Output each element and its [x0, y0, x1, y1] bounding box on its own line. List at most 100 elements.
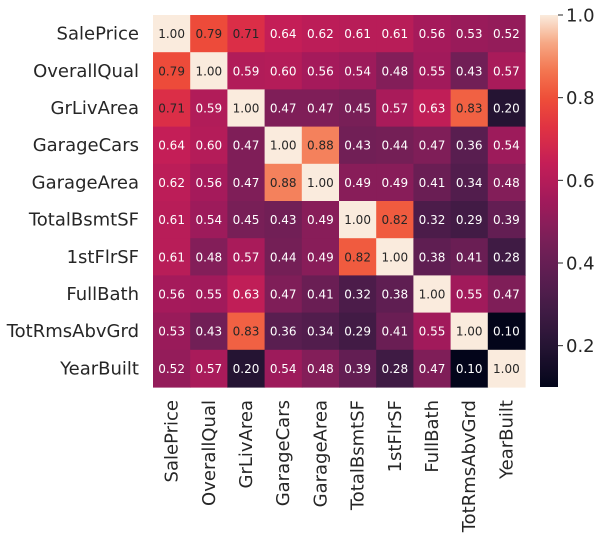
heatmap-cell — [413, 349, 452, 388]
x-tick-label: GarageCars — [273, 400, 294, 506]
heatmap-cell — [487, 52, 526, 90]
cell-value-label: 0.83 — [456, 102, 483, 116]
x-tick-label: TotalBsmtSF — [348, 400, 369, 511]
colorbar: 0.2 0.4 0.6 0.8 1.0 — [540, 6, 595, 387]
cell-value-label: 0.28 — [493, 250, 520, 264]
heatmap-cell — [413, 89, 452, 128]
cell-value-label: 0.56 — [307, 64, 334, 78]
cell-value-label: 1.00 — [419, 288, 446, 302]
cell-value-label: 0.52 — [493, 27, 520, 41]
colorbar-tick-label: 0.2 — [566, 336, 595, 357]
cell-value-label: 0.36 — [456, 139, 483, 153]
heatmap-cell — [153, 238, 191, 276]
heatmap-cell — [301, 238, 340, 276]
cell-value-label: 1.00 — [195, 64, 222, 78]
cell-value-label: 1.00 — [233, 102, 260, 116]
cell-value-label: 0.43 — [344, 139, 371, 153]
heatmap-cell — [376, 201, 414, 239]
cell-value-label: 0.20 — [233, 362, 260, 376]
cell-value-label: 1.00 — [270, 139, 297, 153]
cell-value-label: 1.00 — [493, 362, 520, 376]
cell-value-label: 0.71 — [158, 102, 185, 116]
cell-value-label: 0.39 — [493, 213, 520, 227]
heatmap-cell — [376, 52, 414, 90]
heatmap-cell — [190, 312, 228, 351]
x-tick-label: YearBuilt — [496, 400, 517, 480]
heatmap-cell — [264, 275, 303, 314]
heatmap-cell — [301, 52, 340, 90]
heatmap-cell — [487, 312, 526, 351]
heatmap-cell — [376, 275, 414, 314]
heatmap-cell — [227, 238, 266, 276]
x-tick-label: 1stFlrSF — [385, 400, 406, 472]
cell-value-label: 0.47 — [233, 139, 260, 153]
cell-value-label: 0.61 — [158, 213, 185, 227]
heatmap-cell — [487, 163, 526, 202]
cell-value-label: 0.41 — [456, 250, 483, 264]
heatmap-cell — [264, 312, 303, 351]
heatmap-cell — [413, 312, 452, 351]
cell-value-label: 0.47 — [270, 288, 297, 302]
cell-value-label: 0.47 — [419, 139, 446, 153]
cell-value-label: 0.55 — [419, 64, 446, 78]
colorbar-tick-label: 1.0 — [566, 6, 595, 27]
y-tick-label: OverallQual — [33, 61, 139, 82]
heatmap-cell — [264, 201, 303, 239]
cell-value-label: 0.55 — [195, 288, 222, 302]
cell-value-label: 0.41 — [419, 176, 446, 190]
cell-value-label: 0.38 — [419, 250, 446, 264]
cell-value-label: 0.61 — [158, 250, 185, 264]
heatmap-cell — [339, 349, 377, 388]
cell-value-label: 0.64 — [270, 27, 297, 41]
heatmap-cell — [450, 238, 489, 276]
heatmap-cell — [339, 163, 377, 202]
cell-value-label: 0.55 — [419, 325, 446, 339]
heatmap-cell — [376, 349, 414, 388]
heatmap-cell — [487, 89, 526, 128]
cell-value-label: 0.82 — [344, 250, 371, 264]
x-tick-label: GarageArea — [310, 400, 331, 507]
cell-value-label: 0.47 — [233, 176, 260, 190]
heatmap-cell — [339, 15, 377, 53]
cell-value-label: 0.59 — [233, 64, 260, 78]
x-tick-label: OverallQual — [199, 400, 220, 506]
heatmap-cell — [190, 15, 228, 53]
cell-value-label: 0.62 — [158, 176, 185, 190]
cell-value-label: 0.47 — [307, 102, 334, 116]
heatmap-cell — [413, 15, 452, 53]
heatmap-cell — [413, 201, 452, 239]
heatmap-cell — [264, 89, 303, 128]
heatmap-cell — [339, 89, 377, 128]
heatmap-cell — [227, 312, 266, 351]
heatmap-cell — [413, 52, 452, 90]
y-tick-label: TotalBsmtSF — [28, 210, 139, 231]
cell-value-label: 0.54 — [195, 213, 222, 227]
cell-value-label: 0.71 — [233, 27, 260, 41]
cell-value-label: 0.63 — [233, 288, 260, 302]
heatmap-cell — [450, 126, 489, 165]
heatmap-cell — [227, 126, 266, 165]
cell-value-label: 0.53 — [158, 325, 185, 339]
heatmap-cell — [264, 238, 303, 276]
heatmap-cell — [264, 163, 303, 202]
cell-value-label: 0.61 — [344, 27, 371, 41]
x-tick-label: TotRmsAbvGrd — [459, 400, 480, 533]
heatmap-cell — [190, 89, 228, 128]
cell-value-label: 0.20 — [493, 102, 520, 116]
y-tick-label: FullBath — [66, 284, 139, 305]
cell-value-label: 0.34 — [456, 176, 483, 190]
heatmap-cell — [413, 163, 452, 202]
cell-value-label: 0.34 — [307, 325, 334, 339]
heatmap-cell — [190, 238, 228, 276]
heatmap-cell — [153, 126, 191, 165]
heatmap-cell — [301, 89, 340, 128]
heatmap-cell — [450, 163, 489, 202]
heatmap-cell — [264, 349, 303, 388]
heatmap-cell — [153, 163, 191, 202]
heatmap-cell — [301, 126, 340, 165]
cell-annotations: 1.00 0.79 0.71 0.64 0.62 0.61 0.61 0.56 0.53 0.52… — [158, 27, 520, 376]
cell-value-label: 0.44 — [381, 139, 408, 153]
heatmap-cell — [190, 349, 228, 388]
heatmap-cell — [227, 15, 266, 53]
